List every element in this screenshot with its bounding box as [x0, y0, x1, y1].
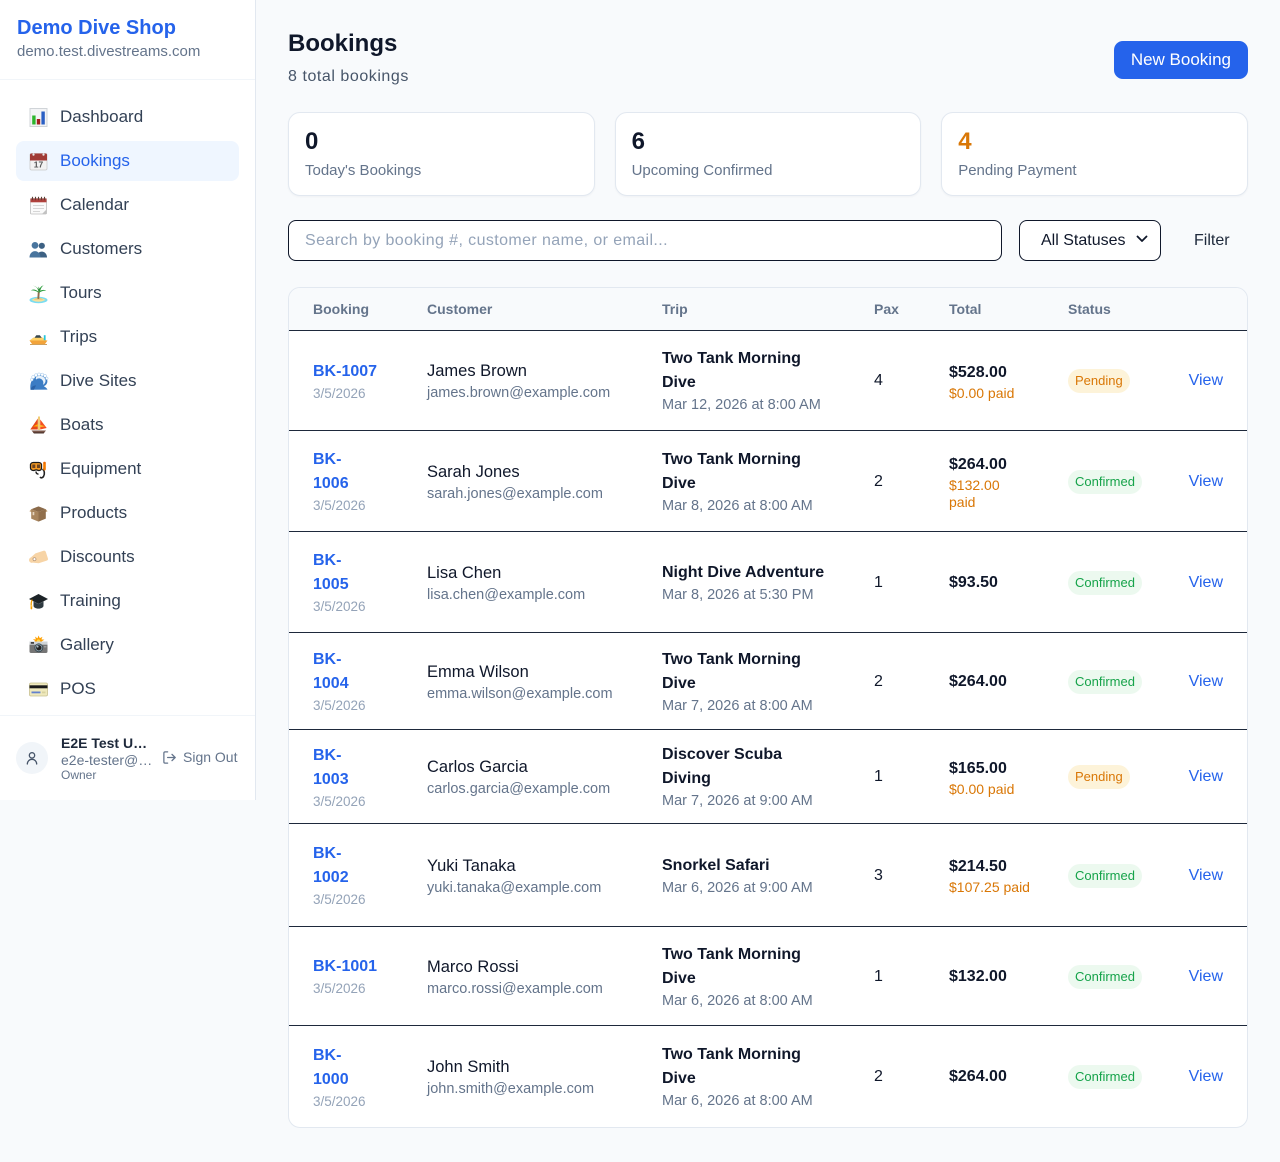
svg-text:17: 17 [34, 159, 44, 169]
